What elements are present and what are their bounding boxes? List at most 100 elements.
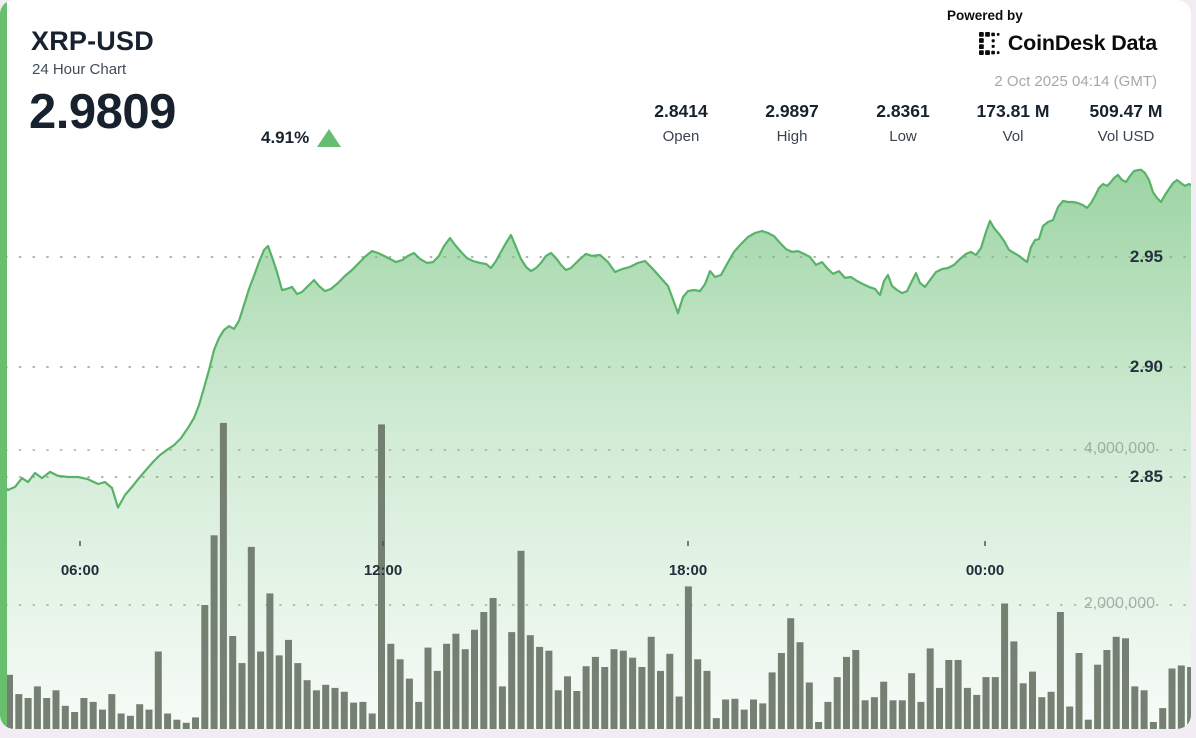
volume-bar <box>973 694 981 729</box>
volume-bar <box>80 698 88 729</box>
last-price: 2.9809 <box>29 85 176 139</box>
volume-bar <box>275 655 283 729</box>
volume-bar <box>312 690 320 729</box>
volume-bar <box>480 612 488 729</box>
volume-bar <box>610 649 618 729</box>
coindesk-data-logo[interactable]: CoinDesk Data <box>978 31 1157 56</box>
volume-bar <box>33 686 41 729</box>
stat-label: Vol USD <box>1097 128 1155 145</box>
coindesk-logo-icon <box>978 32 1002 55</box>
volume-bar <box>1149 722 1157 729</box>
volume-bar <box>629 657 637 729</box>
volume-bar <box>331 687 339 729</box>
volume-bar <box>731 698 739 729</box>
volume-bar <box>777 653 785 729</box>
volume-bar <box>1168 668 1176 729</box>
stat-label: High <box>776 128 808 145</box>
stat-value: 509.47 M <box>1089 101 1163 121</box>
volume-bar <box>591 656 599 729</box>
volume-bar <box>945 660 953 729</box>
volume-bar <box>740 709 748 729</box>
volume-bar <box>266 593 274 729</box>
stat-vol-usd: 509.47 M Vol USD <box>1090 101 1163 145</box>
volume-bar <box>1029 671 1036 729</box>
volume-bar <box>164 713 172 729</box>
volume-bar <box>889 700 897 729</box>
volume-bar <box>1103 650 1111 729</box>
volume-bar <box>1019 683 1027 729</box>
volume-bar <box>350 702 358 729</box>
volume-bar <box>768 672 776 729</box>
volume-bar <box>415 701 423 729</box>
stat-high: 2.9897 High <box>765 101 819 145</box>
volume-bar <box>1159 708 1167 729</box>
powered-by-label: Powered by <box>947 8 1023 23</box>
volume-bar <box>787 618 795 729</box>
volume-bar <box>1001 603 1009 729</box>
volume-bar <box>52 690 60 729</box>
volume-bar <box>843 656 850 729</box>
volume-bar <box>833 677 841 729</box>
volume-bar <box>564 676 571 729</box>
volume-bar <box>1177 665 1185 729</box>
volume-bar <box>498 686 506 729</box>
volume-bar <box>1066 706 1074 729</box>
card-accent-border <box>0 0 7 729</box>
volume-bar <box>396 659 404 729</box>
volume-bar <box>1094 664 1102 729</box>
up-arrow-icon <box>317 129 341 147</box>
volume-bar <box>1187 667 1191 729</box>
volume-bar <box>294 663 302 729</box>
volume-bar <box>666 653 674 729</box>
volume-bar <box>852 650 860 729</box>
volume-bar <box>638 667 646 729</box>
volume-bar <box>368 713 376 729</box>
stat-label: Low <box>889 128 917 145</box>
volume-bar <box>126 715 134 729</box>
symbol-title: XRP-USD <box>31 26 154 56</box>
volume-bar <box>1038 697 1046 729</box>
volume-bar <box>1131 686 1139 729</box>
volume-bar <box>6 674 13 729</box>
volume-bar <box>657 670 664 729</box>
price-area-fill <box>0 169 1191 729</box>
volume-bar <box>71 712 79 729</box>
volume-bar <box>880 681 888 729</box>
volume-bar <box>991 677 999 729</box>
volume-bar <box>285 639 292 729</box>
volume-bar <box>387 643 395 729</box>
volume-bar <box>257 651 265 729</box>
volume-bar <box>536 646 544 729</box>
volume-bar <box>24 698 32 729</box>
volume-bar <box>722 699 730 729</box>
volume-bar <box>824 701 832 729</box>
volume-bar <box>443 643 451 729</box>
volume-bar <box>796 642 804 729</box>
stat-value: 173.81 M <box>976 101 1050 121</box>
volume-bar <box>154 651 162 729</box>
change-percent: 4.91% <box>261 128 310 147</box>
volume-bar <box>898 700 906 729</box>
volume-bar <box>712 718 720 729</box>
volume-bar <box>247 546 255 729</box>
volume-bar <box>1010 641 1018 729</box>
volume-bar <box>99 709 106 729</box>
volume-bar <box>452 633 460 729</box>
brand-name: CoinDesk Data <box>1007 31 1157 55</box>
chart-timestamp: 2 Oct 2025 04:14 (GMT) <box>994 73 1157 90</box>
volume-bar <box>694 659 702 729</box>
volume-bar <box>489 598 497 729</box>
stat-value: 2.9897 <box>765 101 819 121</box>
chart-subtitle: 24 Hour Chart <box>32 61 127 78</box>
stat-low: 2.8361 Low <box>876 101 930 145</box>
volume-bar <box>582 666 590 729</box>
volume-bar <box>340 691 348 729</box>
volume-bar <box>378 424 385 729</box>
volume-bar <box>182 722 190 729</box>
volume-bar <box>471 629 478 729</box>
stat-value: 2.8361 <box>876 101 930 121</box>
volume-bar <box>982 677 990 729</box>
volume-bar <box>405 678 413 729</box>
